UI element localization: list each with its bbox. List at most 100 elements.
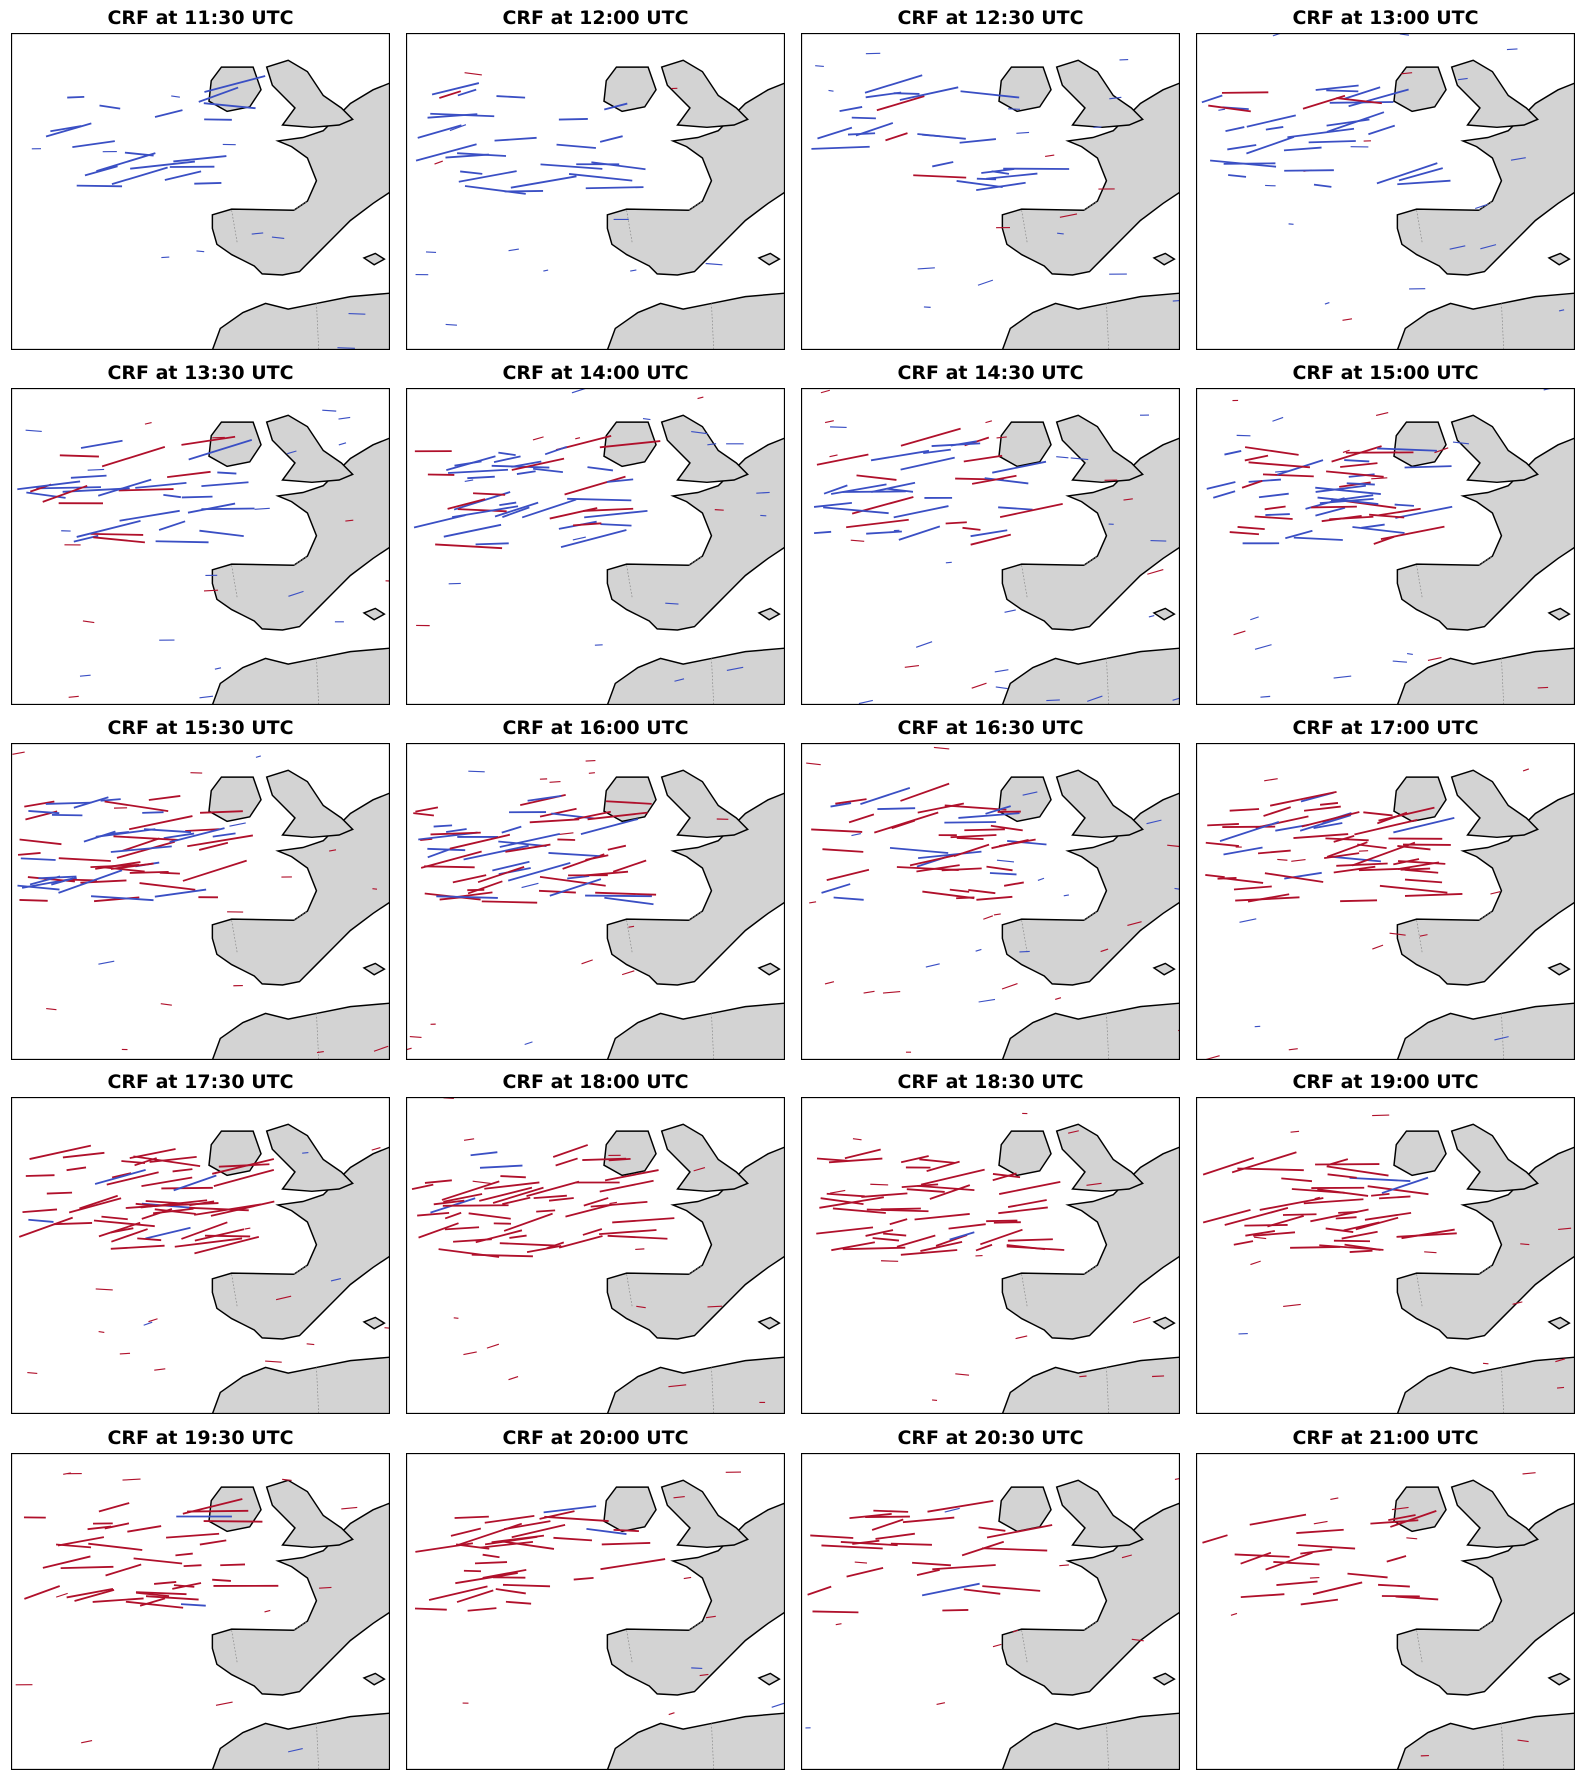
contrail-streak	[1380, 525, 1445, 541]
contrail-streak	[1250, 1260, 1261, 1266]
contrail-streak	[521, 882, 539, 889]
contrail-streak	[851, 833, 861, 837]
contrail-streak	[1007, 1238, 1053, 1242]
contrail-streak	[1264, 505, 1286, 511]
contrail-streak	[135, 481, 187, 489]
contrail-streak	[81, 1739, 93, 1744]
panel-title: CRF at 13:00 UTC	[1292, 7, 1479, 29]
contrail-streak	[1037, 877, 1045, 881]
land	[265, 59, 354, 129]
contrail-streak	[918, 850, 982, 860]
contrail-streak	[839, 106, 863, 113]
contrail-streak	[1330, 494, 1374, 502]
border	[1416, 910, 1505, 1060]
contrail-streak	[726, 666, 744, 671]
contrail-streak	[180, 1603, 206, 1607]
contrail-streak	[1210, 159, 1277, 168]
contrail-streak	[1213, 490, 1236, 499]
contrail-streak	[674, 678, 685, 682]
contrail-streak	[558, 118, 588, 121]
contrail-streak	[1522, 1472, 1536, 1475]
contrail-streak	[543, 269, 549, 272]
contrail-streak	[1167, 844, 1180, 848]
contrail-streak	[187, 834, 254, 848]
land	[265, 1123, 354, 1193]
contrail-streak	[420, 838, 433, 841]
contrail-streak	[527, 794, 562, 802]
map-panel: CRF at 13:30 UTC	[11, 362, 390, 705]
land	[1547, 252, 1571, 266]
contrail-streak	[113, 835, 178, 841]
contrail-streak	[858, 699, 873, 705]
contrail-streak	[1378, 806, 1435, 822]
contrail-streak	[1276, 1580, 1318, 1586]
contrail-streak	[1303, 805, 1341, 812]
contrail-streak	[582, 1157, 627, 1161]
contrail-streak	[553, 1536, 593, 1542]
contrail-streak	[121, 1160, 146, 1164]
contrail-streak	[1419, 934, 1428, 937]
contrail-streak	[1059, 213, 1078, 218]
land	[1450, 1123, 1539, 1193]
land	[1396, 1502, 1575, 1696]
contrail-streak	[852, 1539, 880, 1545]
contrail-streak	[1233, 1240, 1254, 1246]
contrail-streak	[970, 533, 1012, 546]
contrail-streak	[1224, 877, 1264, 884]
contrail-streak	[1265, 513, 1290, 516]
contrail-streak	[1480, 244, 1497, 250]
border	[1021, 1264, 1110, 1414]
contrail-streak	[457, 508, 507, 513]
frame	[406, 1097, 785, 1414]
contrail-streak	[1336, 862, 1388, 867]
contrail-streak	[886, 487, 914, 493]
contrail-streak	[1311, 505, 1357, 509]
contrail-streak	[479, 1186, 533, 1202]
contrail-streak	[877, 807, 916, 810]
land	[998, 66, 1052, 113]
frame	[1196, 1453, 1575, 1770]
contrail-streak	[864, 74, 923, 94]
contrail-streak	[555, 1157, 578, 1167]
contrail-streak	[501, 825, 522, 834]
contrail-streak	[1333, 834, 1355, 843]
contrail-streak	[1207, 823, 1239, 827]
contrail-streak	[1205, 874, 1225, 879]
contrail-streak	[188, 439, 253, 461]
land	[1396, 1356, 1575, 1414]
contrail-streak	[815, 65, 824, 67]
contrail-streak	[1257, 849, 1291, 855]
contrail-streak	[51, 877, 74, 886]
contrail-streak	[144, 421, 152, 425]
contrail-streak	[449, 124, 467, 132]
contrail-streak	[955, 1373, 970, 1376]
frame	[801, 33, 1180, 350]
contrail-streak	[1333, 865, 1376, 874]
land	[606, 1712, 785, 1770]
land	[1055, 1123, 1144, 1193]
contrail-streak	[63, 1472, 71, 1475]
contrail-streak	[185, 828, 220, 832]
land	[660, 769, 749, 839]
contrail-streak	[472, 1180, 491, 1185]
contrail-streak	[1148, 614, 1155, 618]
contrail-streak	[1354, 818, 1418, 836]
map	[801, 33, 1180, 350]
contrail-streak	[1272, 416, 1284, 422]
contrail-streak	[1217, 877, 1237, 880]
contrail-streak	[586, 1527, 627, 1535]
contrail-streak	[962, 526, 981, 531]
contrail-streak	[1253, 1236, 1267, 1240]
contrail-streak	[508, 1376, 519, 1381]
contrail-streak	[163, 493, 181, 499]
contrail-streak	[543, 1505, 597, 1514]
contrail-streak	[463, 844, 529, 861]
contrail-streak	[122, 837, 160, 852]
contrail-streak	[1506, 48, 1518, 51]
contrail-streak	[932, 1399, 938, 1401]
map	[801, 743, 1180, 1060]
contrail-streak	[958, 812, 1020, 819]
contrail-streak	[691, 430, 708, 435]
contrail-streak	[1348, 88, 1409, 108]
contrail-streak	[169, 827, 225, 844]
